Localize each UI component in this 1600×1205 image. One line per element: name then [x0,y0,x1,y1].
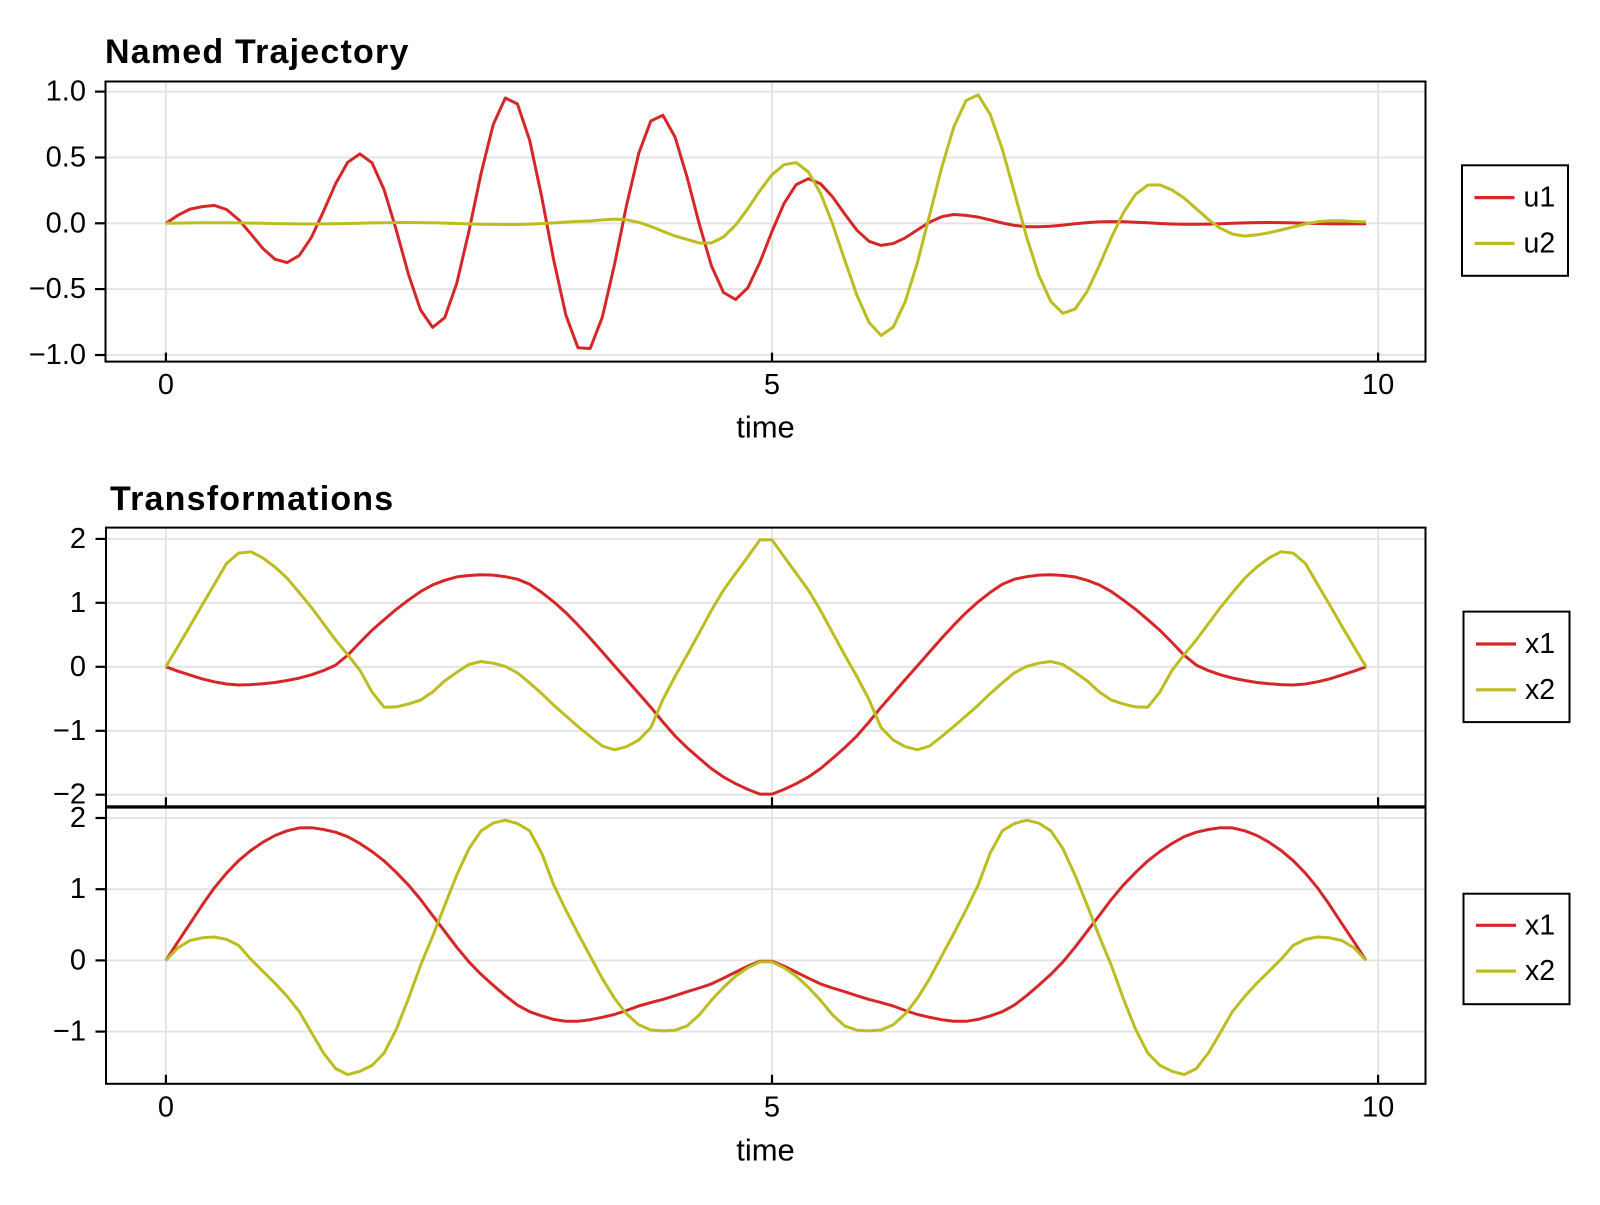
svg-text:0: 0 [70,944,86,976]
svg-text:−1: −1 [53,715,86,747]
svg-text:−1: −1 [53,1016,86,1048]
svg-text:0: 0 [158,1092,174,1124]
svg-text:Transformations: Transformations [110,480,394,518]
svg-text:0: 0 [70,651,86,683]
svg-text:5: 5 [764,1092,780,1124]
svg-text:−1.0: −1.0 [29,339,86,371]
svg-text:1: 1 [70,587,86,619]
svg-text:0: 0 [158,369,174,401]
svg-text:time: time [736,410,795,445]
svg-text:1: 1 [70,873,86,905]
svg-text:time: time [736,1133,795,1168]
svg-text:5: 5 [764,369,780,401]
svg-text:−2: −2 [53,779,86,811]
svg-text:10: 10 [1362,1092,1394,1124]
svg-text:x2: x2 [1525,955,1555,987]
svg-text:0.0: 0.0 [46,207,86,239]
svg-text:10: 10 [1362,369,1394,401]
svg-text:x2: x2 [1525,674,1555,706]
svg-text:x1: x1 [1525,909,1555,941]
svg-text:0.5: 0.5 [46,142,86,174]
svg-text:−0.5: −0.5 [29,273,86,305]
svg-text:Named Trajectory: Named Trajectory [105,33,410,71]
svg-text:u1: u1 [1524,182,1556,214]
svg-text:x1: x1 [1525,628,1555,660]
svg-text:2: 2 [70,802,86,834]
svg-text:u2: u2 [1524,227,1556,259]
svg-text:1.0: 1.0 [46,76,86,108]
svg-text:2: 2 [70,523,86,555]
